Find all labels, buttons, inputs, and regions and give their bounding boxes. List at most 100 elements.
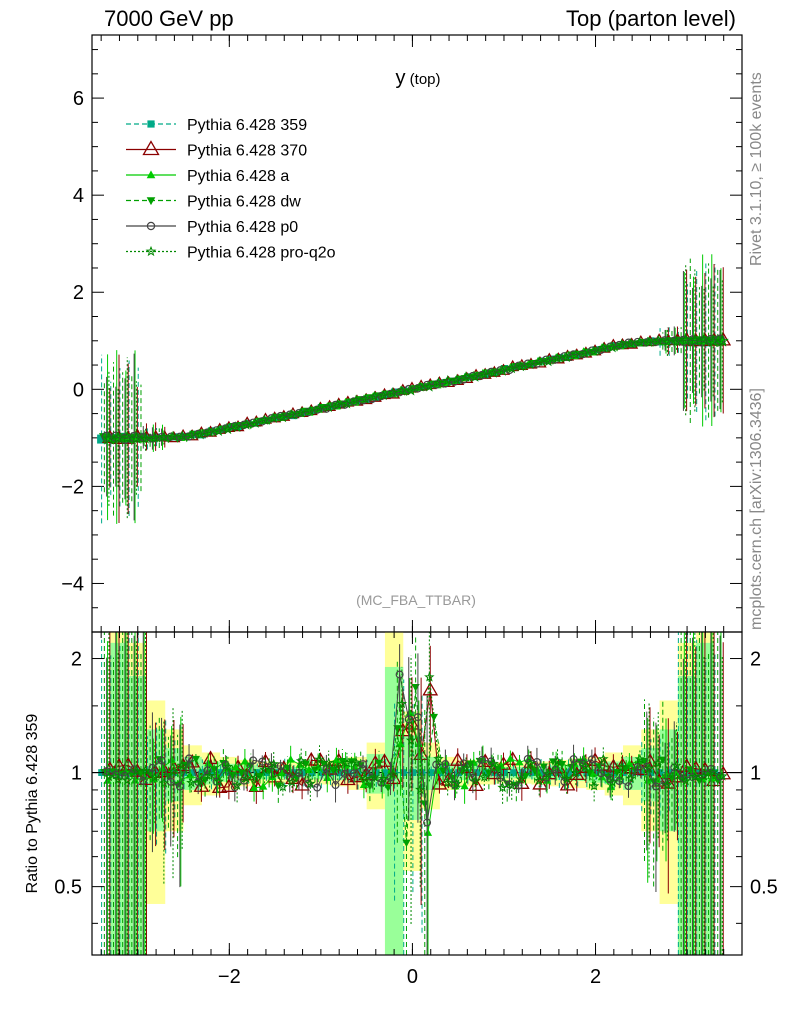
marker xyxy=(651,782,660,791)
marker xyxy=(102,432,116,445)
marker xyxy=(140,433,152,444)
legend-label: Pythia 6.428 pro-q2o xyxy=(187,245,336,262)
marker xyxy=(341,761,350,769)
ratio-series-5 xyxy=(103,632,728,955)
marker xyxy=(707,766,719,777)
marker xyxy=(142,140,160,156)
marker xyxy=(717,770,728,781)
marker xyxy=(558,760,567,769)
marker xyxy=(515,757,524,766)
marker xyxy=(662,779,673,790)
marker xyxy=(552,755,563,766)
y-tick-label: −4 xyxy=(61,573,84,595)
marker xyxy=(680,775,691,786)
marker xyxy=(697,332,711,346)
marker xyxy=(405,385,417,396)
marker xyxy=(195,776,206,787)
legend-label: Pythia 6.428 dw xyxy=(187,194,301,211)
marker xyxy=(715,334,729,347)
ratio-x-tick-label: 2 xyxy=(590,966,601,988)
marker xyxy=(478,755,487,764)
marker xyxy=(217,769,225,776)
legend-label: Pythia 6.428 a xyxy=(187,168,289,185)
ratio-x-tick-label: −2 xyxy=(218,966,241,988)
ratio-series-line xyxy=(107,711,722,833)
legend-label: Pythia 6.428 p0 xyxy=(187,219,298,236)
marker xyxy=(387,387,399,398)
legend: Pythia 6.428 359 Pythia 6.428 370 Pythia 6… xyxy=(126,117,336,262)
marker xyxy=(625,337,637,349)
marker xyxy=(698,770,710,781)
marker xyxy=(231,763,240,771)
marker xyxy=(228,771,237,780)
marker xyxy=(195,428,206,440)
series-5 xyxy=(102,265,729,519)
ratio-y-tick-label-right: 2 xyxy=(750,649,761,671)
legend-label: Pythia 6.428 359 xyxy=(187,117,307,134)
legend-label: Pythia 6.428 370 xyxy=(187,143,307,160)
marker xyxy=(442,374,454,386)
marker xyxy=(451,778,463,789)
marker xyxy=(597,769,606,778)
marker xyxy=(369,771,380,782)
plot-title: y (top) xyxy=(395,67,440,89)
marker xyxy=(350,756,362,767)
marker xyxy=(466,760,475,768)
marker xyxy=(450,780,459,789)
marker xyxy=(579,347,591,358)
series-4 xyxy=(101,270,726,521)
marker xyxy=(643,336,655,348)
marker xyxy=(570,349,582,360)
marker xyxy=(249,417,261,428)
marker xyxy=(551,765,560,774)
marker xyxy=(358,760,367,769)
marker xyxy=(625,759,634,768)
marker xyxy=(433,376,444,388)
marker xyxy=(442,777,453,788)
marker xyxy=(515,360,527,372)
marker xyxy=(323,401,335,413)
marker xyxy=(341,757,353,768)
marker xyxy=(345,769,353,776)
marker xyxy=(506,780,517,791)
marker xyxy=(149,432,161,443)
marker xyxy=(598,753,609,764)
marker xyxy=(146,221,156,231)
marker xyxy=(469,775,481,786)
marker xyxy=(148,763,157,772)
main-plot-panel: −4 −2 0 2 4 6 y (top) (MC_FBA_TTBAR) Pythia 6.42… xyxy=(61,34,743,633)
marker xyxy=(304,405,316,416)
marker xyxy=(616,338,628,350)
marker xyxy=(387,768,398,779)
y-tick-label: 6 xyxy=(73,88,84,110)
marker xyxy=(347,758,356,766)
marker xyxy=(313,783,322,792)
marker xyxy=(414,784,426,795)
marker xyxy=(688,333,702,346)
marker xyxy=(294,769,303,778)
marker xyxy=(191,755,200,764)
marker xyxy=(185,754,194,763)
marker xyxy=(647,769,655,776)
marker xyxy=(146,197,156,206)
marker xyxy=(587,755,596,764)
marker xyxy=(671,336,683,347)
series-1 xyxy=(101,264,732,524)
marker xyxy=(396,385,408,396)
marker xyxy=(240,419,252,430)
marker xyxy=(258,417,267,426)
marker xyxy=(314,753,325,764)
marker xyxy=(561,351,573,363)
marker xyxy=(656,769,664,776)
ratio-y-tick-label: 2 xyxy=(71,649,82,671)
marker xyxy=(259,764,270,775)
ratio-plot-panel: 0.5 0.5 1 1 2 2 −2 0 2 Ratio to Pythia 6.428 359 xyxy=(24,631,778,988)
ratio-y-tick-label: 0.5 xyxy=(54,877,82,899)
marker xyxy=(176,430,188,441)
marker xyxy=(570,767,582,778)
marker xyxy=(400,769,408,776)
marker xyxy=(653,757,664,768)
ratio-plot-frame xyxy=(91,631,743,956)
ratio-y-tick-label-right: 0.5 xyxy=(750,877,778,899)
